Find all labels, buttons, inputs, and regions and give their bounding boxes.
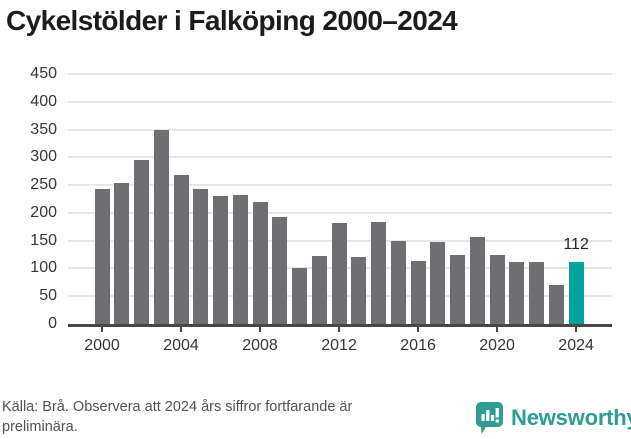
bar-2008	[252, 202, 268, 324]
chart-title: Cykelstölder i Falköping 2000–2024	[6, 5, 458, 36]
bar-2020	[489, 255, 505, 324]
gridline-400	[68, 100, 612, 103]
highlight-value-label: 112	[563, 235, 589, 253]
y-axis-label-200: 200	[30, 203, 57, 221]
y-axis-label-450: 450	[30, 65, 57, 82]
x-axis-tick-2020	[496, 327, 499, 332]
gridline-300	[68, 156, 612, 159]
y-axis-label-150: 150	[30, 231, 57, 249]
bar-2016	[410, 261, 426, 324]
x-axis-tick-2008	[259, 327, 262, 332]
bar-2006	[213, 196, 229, 324]
bar-2011	[311, 256, 327, 324]
source-line1: Källa: Brå. Observera att 2024 års siffr…	[2, 399, 353, 415]
bar-2024	[568, 262, 584, 324]
gridline-350	[68, 128, 612, 131]
bar-2022	[529, 262, 545, 324]
gridline-250	[68, 184, 612, 187]
y-axis-label-350: 350	[30, 120, 57, 138]
newsworthy-logo: Newsworthy	[476, 401, 631, 435]
bar-2023	[548, 285, 564, 324]
bar-2018	[450, 255, 466, 324]
bar-2002	[134, 160, 149, 324]
x-axis-tick-2012	[338, 327, 341, 332]
newsworthy-bubble-chart-icon	[476, 401, 504, 435]
x-axis-label-2024: 2024	[558, 337, 594, 354]
bar-2017	[430, 242, 446, 324]
x-axis-tick-2024	[575, 327, 578, 332]
x-axis-label-2008: 2008	[242, 337, 278, 354]
x-axis-label-2000: 2000	[84, 337, 120, 354]
x-axis-line	[68, 324, 612, 327]
x-axis-tick-2016	[417, 327, 420, 332]
bar-2021	[509, 262, 525, 324]
bar-2014	[371, 222, 387, 324]
source-line2: preliminära.	[2, 419, 78, 435]
bar-2001	[114, 183, 130, 324]
bar-2007	[232, 195, 248, 324]
gridline-200	[68, 211, 612, 214]
bar-2019	[469, 237, 485, 324]
newsworthy-wordmark: Newsworthy	[511, 405, 631, 430]
x-axis-label-2004: 2004	[163, 337, 199, 354]
x-axis-label-2020: 2020	[479, 337, 515, 354]
y-axis-label-250: 250	[30, 176, 57, 194]
y-axis-label-300: 300	[30, 148, 57, 166]
source-note: Källa: Brå. Observera att 2024 års siffr…	[2, 397, 472, 437]
x-axis-label-2012: 2012	[321, 337, 357, 354]
bar-2013	[351, 257, 367, 324]
x-axis-tick-2000	[101, 327, 103, 332]
x-axis-tick-2004	[180, 327, 183, 332]
bar-2010	[292, 268, 308, 324]
y-axis-label-400: 400	[30, 92, 57, 110]
bar-2000	[94, 189, 110, 324]
bar-2003	[153, 130, 169, 324]
bar-2005	[193, 189, 209, 324]
y-axis-label-0: 0	[48, 315, 57, 332]
y-axis-label-50: 50	[39, 287, 57, 305]
gridline-450	[68, 73, 612, 75]
bar-2015	[390, 241, 406, 324]
bar-2009	[272, 217, 288, 324]
bar-2012	[331, 223, 347, 324]
bar-2004	[173, 175, 189, 324]
y-axis-label-100: 100	[30, 259, 57, 277]
x-axis-label-2016: 2016	[400, 337, 436, 354]
